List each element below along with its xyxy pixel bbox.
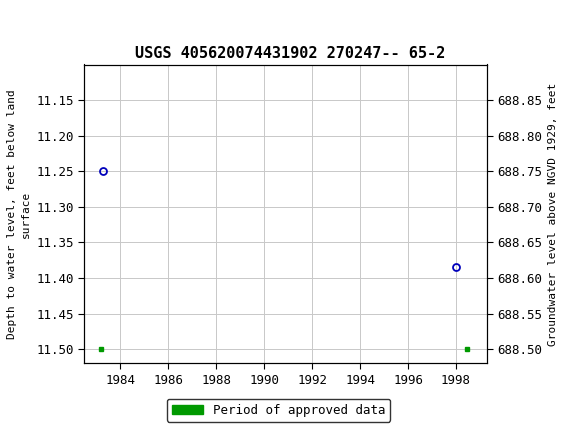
Text: ≡USGS: ≡USGS bbox=[7, 12, 89, 33]
Legend: Period of approved data: Period of approved data bbox=[166, 399, 390, 421]
Text: USGS 405620074431902 270247-- 65-2: USGS 405620074431902 270247-- 65-2 bbox=[135, 46, 445, 61]
Y-axis label: Depth to water level, feet below land
surface: Depth to water level, feet below land su… bbox=[8, 89, 31, 339]
Y-axis label: Groundwater level above NGVD 1929, feet: Groundwater level above NGVD 1929, feet bbox=[548, 82, 558, 346]
